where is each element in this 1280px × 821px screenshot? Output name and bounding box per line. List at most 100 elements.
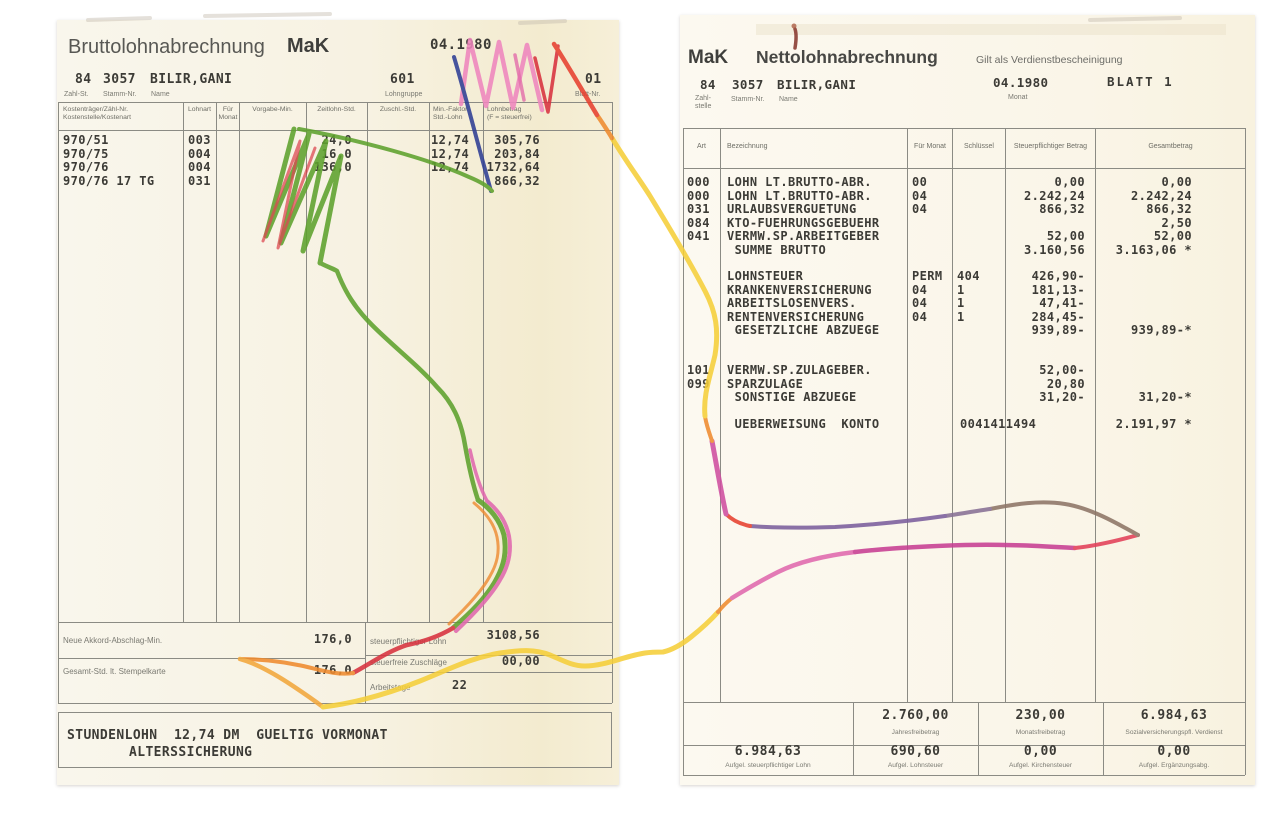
column-line	[952, 128, 953, 702]
cell-fuer-monat: PERM	[912, 269, 943, 283]
cell-bezeichnung: SPARZULAGE	[727, 376, 804, 391]
cell-bezeichnung: VERMW.SP.ZULAGEBER.	[727, 363, 872, 377]
name-label: Name	[151, 91, 170, 98]
table-row: 101 VERMW.SP.ZULAGEBER. 52,00-	[680, 364, 1245, 377]
column-header: Zuschl.-Std.	[379, 106, 417, 113]
table-row: RENTENVERSICHERUNG 04 1 284,45-	[680, 309, 1245, 324]
table-row: 041 VERMW.SP.ARBEITGEBER 52,00 52,00	[680, 230, 1245, 243]
cell-bezeichnung: LOHN LT.BRUTTO-ABR.	[727, 188, 872, 203]
cell-lohnart: 031	[188, 173, 211, 188]
cell-gesamtbetrag: 3.163,06 *	[1115, 242, 1192, 257]
gesamt-std-label: Gesamt-Std. lt. Stempelkarte	[63, 667, 166, 676]
cell-art: 041	[687, 229, 710, 243]
cell-zeitlohn: 24,0	[321, 133, 352, 147]
footer-label: Aufgel. Ergänzungsabg.	[1138, 762, 1210, 769]
steuerpfl-lohn-label: steuerpflichtiger Lohn	[370, 637, 447, 646]
cell-bezeichnung: RENTENVERSICHERUNG	[727, 309, 865, 324]
cell-bezeichnung: URLAUBSVERGUETUNG	[727, 202, 857, 216]
column-line	[720, 128, 721, 702]
table-row: SUMME BRUTTO 3.160,56 3.163,06 *	[680, 242, 1245, 257]
stamm-nr-value-right: 3057	[732, 77, 764, 92]
footer-value: 6.984,63	[734, 744, 802, 759]
cell-lohnbetrag: 866,32	[494, 173, 540, 188]
brutto-date: 04.1980	[430, 37, 492, 53]
column-header: Für Monat	[218, 106, 238, 121]
column-header: Bezeichnung	[727, 143, 768, 150]
footer-value: 0,00	[1157, 744, 1191, 759]
cell-gesamtbetrag: 2,50	[1161, 215, 1192, 230]
steuerfrei-value: 00,00	[501, 654, 540, 668]
cell-steuerpfl-betrag: 52,00	[1046, 229, 1085, 243]
cell-lohnart: 004	[188, 160, 211, 174]
cell-bezeichnung: LOHN LT.BRUTTO-ABR.	[727, 175, 872, 189]
footer-value: 690,60	[890, 744, 941, 759]
cell-steuerpfl-betrag: 31,20-	[1039, 390, 1085, 404]
column-header: Zeitlohn-Std.	[317, 106, 356, 113]
footer-label: Aufgel. Kirchensteuer	[1008, 762, 1073, 769]
cell-kostenstelle: 970/76 17 TG	[63, 173, 155, 188]
cell-schluessel: 1	[957, 282, 965, 297]
cell-steuerpfl-betrag: 2.242,24	[1024, 188, 1085, 203]
cell-gesamtbetrag: 939,89-*	[1131, 323, 1192, 337]
table-row: 000 LOHN LT.BRUTTO-ABR. 00 0,00 0,00	[680, 176, 1245, 189]
cell-steuerpfl-betrag: 0,00	[1054, 175, 1085, 189]
table-row: 084 KTO-FUEHRUNGSGEBUEHR 2,50	[680, 215, 1245, 230]
cell-bezeichnung: KRANKENVERSICHERUNG	[727, 282, 872, 297]
table-row: 031 URLAUBSVERGUETUNG 04 866,32 866,32	[680, 203, 1245, 216]
table-row: 970/51 003 24,0 12,74 305,76	[57, 134, 612, 147]
footer-label: Monatsfreibetrag	[1015, 729, 1066, 736]
cell-lohnart: 004	[188, 146, 211, 161]
footer-label: Aufgel. steuerpflichtiger Lohn	[725, 762, 811, 769]
cell-steuerpfl-betrag: 20,80	[1046, 376, 1085, 391]
netto-subtitle: Gilt als Verdienstbescheinigung	[976, 54, 1123, 66]
stamm-nr-value: 3057	[103, 72, 136, 87]
column-line	[239, 102, 240, 622]
footer-label: Sozialversicherungspfl. Verdienst	[1125, 729, 1223, 736]
column-line	[183, 102, 184, 622]
cell-fuer-monat: 04	[912, 188, 928, 203]
cell-bezeichnung: UEBERWEISUNG KONTO	[727, 417, 880, 431]
cell-kostenstelle: 970/76	[63, 160, 109, 174]
column-header: Kostenträger/Zähl-Nr. Kostenstelle/Koste…	[63, 106, 132, 121]
cell-zeitlohn: 136,0	[313, 160, 352, 174]
cell-schluessel: 404	[957, 269, 980, 283]
note-box: STUNDENLOHN 12,74 DM GUELTIG VORMONAT AL…	[58, 712, 612, 768]
cell-art: 000	[687, 188, 710, 203]
cell-art: 000	[687, 175, 710, 189]
stamm-nr-label-right: Stamm-Nr.	[731, 96, 765, 103]
steuerpfl-lohn-value: 3108,56	[486, 628, 540, 642]
cell-lohnbetrag: 305,76	[494, 133, 540, 147]
employee-name: BILIR,GANI	[150, 72, 233, 87]
cell-gesamtbetrag: 0,00	[1161, 175, 1192, 189]
cell-lohnbetrag: 203,84	[494, 146, 540, 161]
column-line	[216, 102, 217, 622]
column-header: Lohnbetrag (F = steuerfrei)	[487, 106, 532, 121]
cell-konto-nummer: 0041411494	[960, 417, 1037, 431]
column-header: Schlüssel	[964, 143, 994, 150]
cell-bezeichnung: GESETZLICHE ABZUEGE	[727, 323, 880, 337]
cell-bezeichnung: KTO-FUEHRUNGSGEBUEHR	[727, 215, 880, 230]
column-header: Steuerpflichtiger Betrag	[1013, 143, 1088, 150]
arbeitstage-label: Arbeitstage	[370, 683, 411, 692]
column-line	[907, 128, 908, 702]
table-row: 970/76 004 136,0 12,74 1732,64	[57, 161, 612, 174]
table-row: 099 SPARZULAGE 20,80	[680, 376, 1245, 391]
cell-steuerpfl-betrag: 284,45-	[1031, 309, 1085, 324]
table-row: LOHNSTEUER PERM 404 426,90-	[680, 270, 1245, 283]
cell-steuerpfl-betrag: 939,89-	[1031, 323, 1085, 337]
footer-label: Jahresfreibetrag	[891, 729, 940, 736]
table-row: KRANKENVERSICHERUNG 04 1 181,13-	[680, 282, 1245, 297]
netto-document: MaK Nettolohnabrechnung Gilt als Verdien…	[680, 15, 1255, 785]
lohngruppe-value: 601	[390, 72, 415, 87]
blatt-nr-value: 01	[585, 72, 602, 87]
steuerfrei-label: steuerfreie Zuschläge	[370, 658, 447, 667]
monat-label: Monat	[1008, 94, 1028, 101]
zahl-st-label: Zahl-St.	[64, 91, 89, 98]
cell-bezeichnung: SUMME BRUTTO	[727, 242, 827, 257]
table-row: ARBEITSLOSENVERS. 04 1 47,41-	[680, 297, 1245, 310]
cell-steuerpfl-betrag: 866,32	[1039, 202, 1085, 216]
zahlstelle-value: 84	[700, 77, 716, 92]
column-line	[483, 102, 484, 622]
column-header: Gesamtbetrag	[1148, 143, 1193, 150]
cell-gesamtbetrag: 2.191,97 *	[1115, 417, 1192, 431]
